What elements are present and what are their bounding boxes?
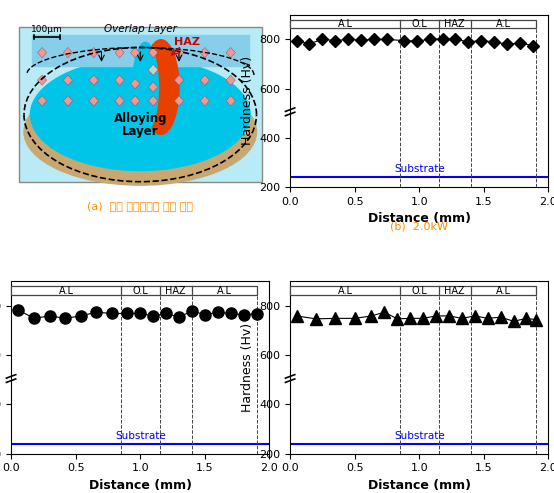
Text: Layer: Layer (122, 125, 158, 139)
Polygon shape (226, 96, 235, 106)
Polygon shape (148, 65, 158, 75)
Polygon shape (175, 96, 184, 106)
Polygon shape (115, 96, 124, 106)
Polygon shape (148, 96, 158, 106)
Y-axis label: Hardness (Hv): Hardness (Hv) (240, 56, 254, 145)
Polygon shape (130, 78, 140, 89)
Polygon shape (63, 47, 73, 58)
Text: Substrate: Substrate (115, 431, 166, 441)
Polygon shape (63, 75, 73, 85)
Polygon shape (38, 47, 47, 58)
Ellipse shape (30, 59, 250, 171)
Text: A.L: A.L (496, 19, 511, 29)
Text: A.L: A.L (217, 286, 232, 296)
Text: A.L: A.L (337, 286, 352, 296)
Polygon shape (130, 96, 140, 106)
Polygon shape (148, 47, 158, 58)
Polygon shape (175, 75, 184, 85)
Polygon shape (89, 96, 99, 106)
Ellipse shape (24, 78, 257, 185)
Polygon shape (130, 47, 140, 58)
Text: O.L: O.L (412, 19, 427, 29)
X-axis label: Distance (mm): Distance (mm) (89, 479, 192, 492)
Ellipse shape (143, 40, 179, 135)
X-axis label: Distance (mm): Distance (mm) (368, 479, 471, 492)
Text: Overlap Layer: Overlap Layer (104, 24, 177, 34)
Text: 100μm: 100μm (32, 25, 63, 34)
Text: Alloying: Alloying (114, 111, 167, 125)
Text: A.L: A.L (337, 19, 352, 29)
Polygon shape (38, 75, 47, 85)
Polygon shape (115, 47, 124, 58)
Text: (b)  2.0kW: (b) 2.0kW (390, 221, 448, 231)
Bar (290, 20, 536, 28)
Polygon shape (89, 47, 99, 58)
Polygon shape (115, 75, 124, 85)
Text: Substrate: Substrate (394, 431, 445, 441)
Text: HAZ: HAZ (444, 19, 465, 29)
Y-axis label: Hardness (Hv): Hardness (Hv) (240, 323, 254, 412)
Text: A.L: A.L (496, 286, 511, 296)
Polygon shape (226, 47, 235, 58)
Bar (32, 35, 249, 67)
Polygon shape (175, 47, 184, 58)
Polygon shape (89, 75, 99, 85)
Polygon shape (38, 96, 47, 106)
Text: HAZ: HAZ (166, 286, 186, 296)
Bar (11, 286, 257, 295)
Text: HAZ: HAZ (174, 37, 200, 47)
Text: O.L: O.L (132, 286, 148, 296)
Polygon shape (200, 75, 209, 85)
Text: A.L: A.L (59, 286, 74, 296)
Text: O.L: O.L (412, 286, 427, 296)
Text: Substrate: Substrate (394, 164, 445, 174)
Bar (290, 286, 536, 295)
Ellipse shape (132, 42, 158, 132)
Polygon shape (63, 96, 73, 106)
Text: HAZ: HAZ (444, 286, 465, 296)
Polygon shape (226, 75, 235, 85)
Text: (a)  트랙 너비방향의 경도 측정: (a) 트랙 너비방향의 경도 측정 (88, 201, 193, 211)
X-axis label: Distance (mm): Distance (mm) (368, 212, 471, 225)
Polygon shape (148, 82, 158, 92)
Polygon shape (200, 96, 209, 106)
Polygon shape (200, 47, 209, 58)
